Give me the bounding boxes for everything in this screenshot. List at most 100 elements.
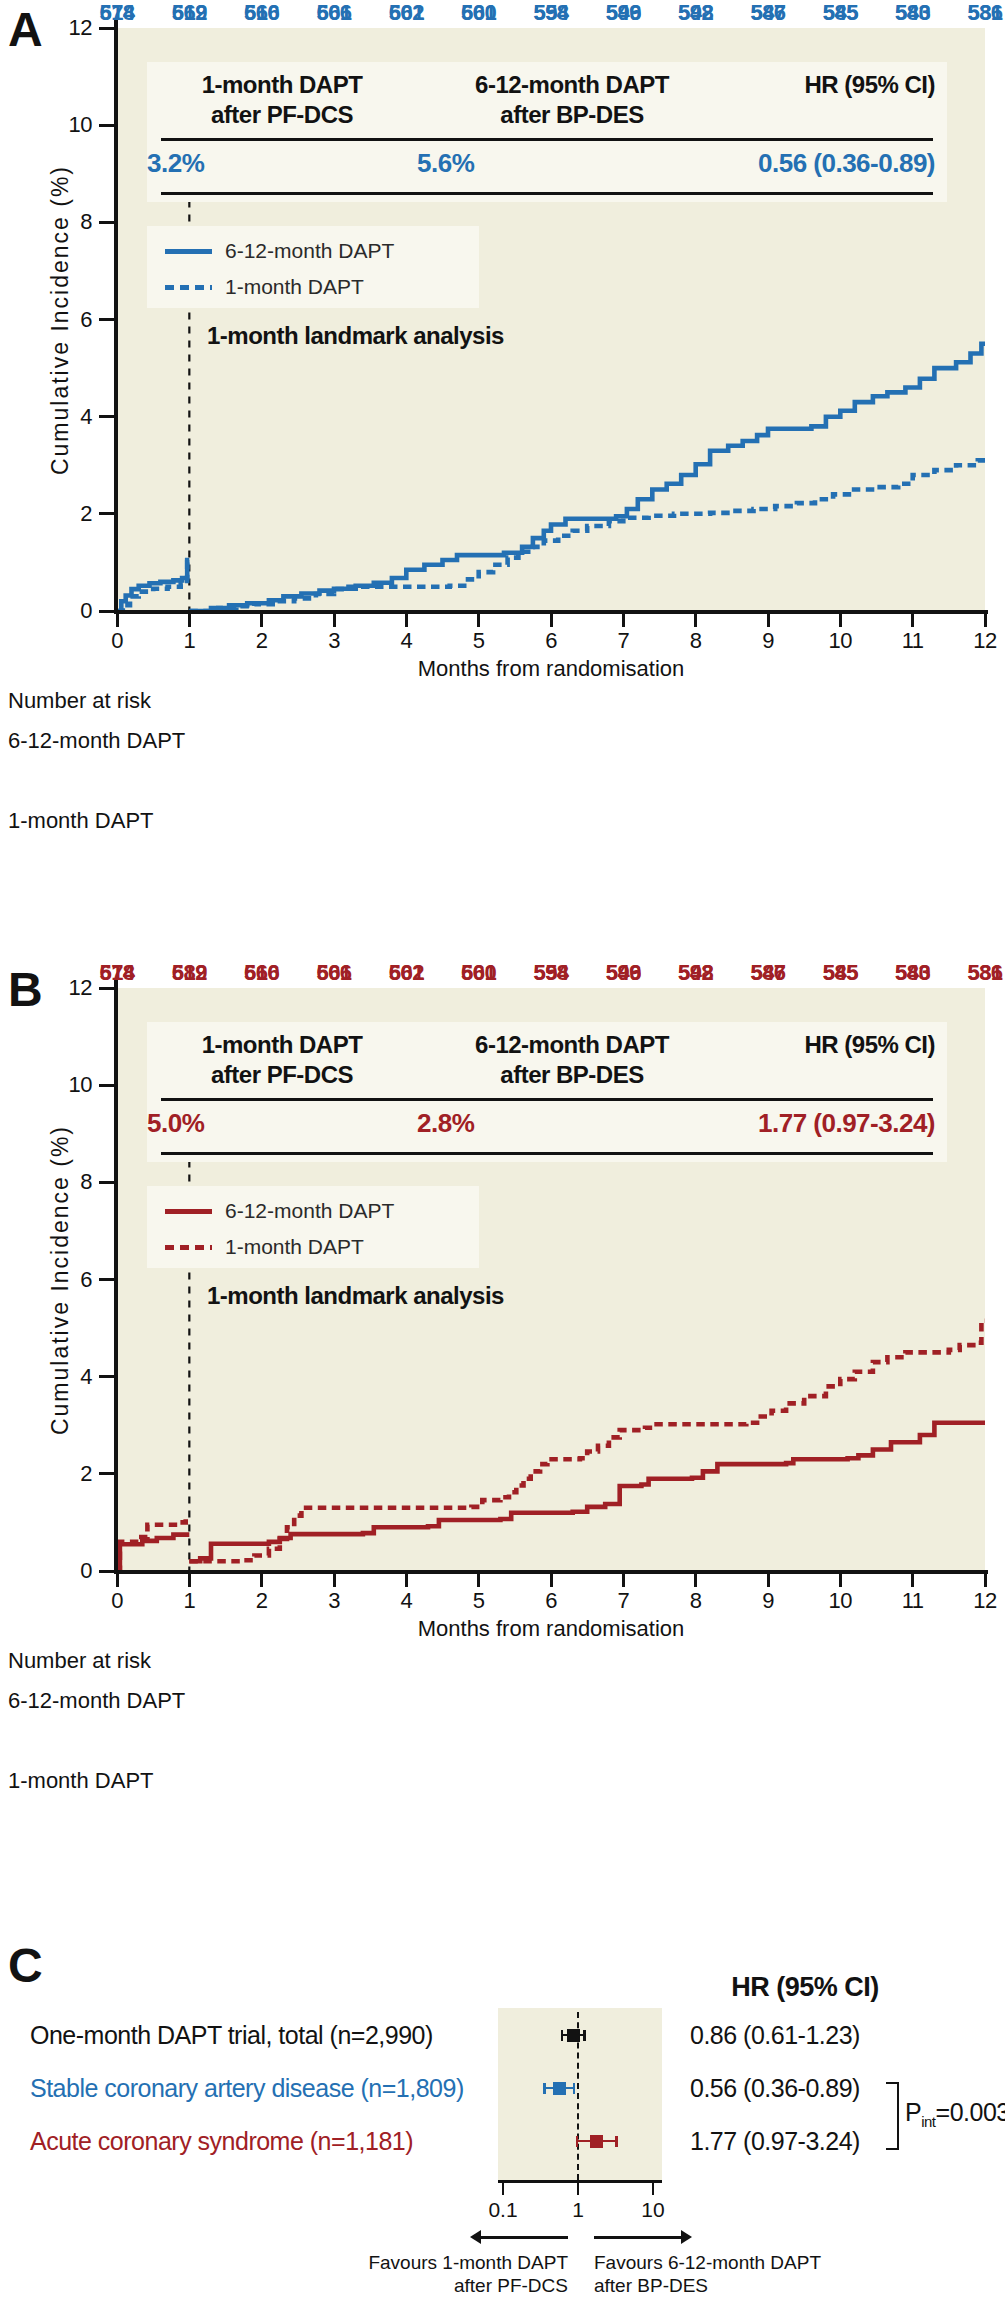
- x-tick-label: 1: [167, 628, 211, 654]
- y-tick: [99, 27, 116, 30]
- risk-value: 545: [804, 960, 876, 986]
- risk-value: 536: [949, 960, 1005, 986]
- forest-row-label: Stable coronary artery disease (n=1,809): [30, 2072, 464, 2104]
- y-tick-label: 0: [44, 598, 92, 624]
- forest-tick: [652, 2183, 655, 2195]
- legend-item-solid: 6-12-month DAPT: [165, 238, 394, 264]
- y-tick-label: 10: [44, 112, 92, 138]
- x-tick: [911, 614, 914, 627]
- y-tick-label: 0: [44, 1558, 92, 1584]
- ci-cap-high: [615, 2136, 618, 2147]
- x-tick-label: 1: [167, 1588, 211, 1614]
- legend: 6-12-month DAPT 1-month DAPT: [147, 1186, 479, 1268]
- p-interaction-value: Pint=0.003: [905, 2098, 1005, 2130]
- x-tick-label: 4: [384, 628, 428, 654]
- forest-hr-value: 1.77 (0.97-3.24): [690, 2125, 860, 2157]
- summary-col1-line2: after PF-DCS: [147, 1060, 417, 1090]
- x-tick-label: 8: [674, 1588, 718, 1614]
- x-tick: [622, 1574, 625, 1587]
- favours-left-label: Favours 1-month DAPT after PF-DCS: [368, 2251, 568, 2297]
- risk-value: 566: [226, 0, 298, 26]
- x-tick: [188, 1574, 191, 1587]
- favours-right-line1: Favours 6-12-month DAPT: [594, 2251, 821, 2274]
- x-tick: [984, 614, 987, 627]
- risk-value: 554: [515, 960, 587, 986]
- interaction-bracket: [886, 2082, 899, 2150]
- summary-col3-header: HR (95% CI): [695, 1030, 935, 1060]
- risk-row-label: 6-12-month DAPT: [8, 728, 185, 754]
- x-tick: [622, 614, 625, 627]
- risk-value: 549: [587, 0, 659, 26]
- ci-cap-high: [573, 2083, 576, 2094]
- x-tick: [333, 1574, 336, 1587]
- summary-col2-line2: after BP-DES: [417, 1060, 727, 1090]
- x-tick: [694, 1574, 697, 1587]
- x-tick-label: 10: [818, 628, 862, 654]
- x-tick-label: 0: [95, 628, 139, 654]
- x-tick: [260, 614, 263, 627]
- x-tick-label: 5: [457, 628, 501, 654]
- risk-value: 549: [587, 960, 659, 986]
- summary-value-3: 1.77 (0.97-3.24): [695, 1108, 935, 1139]
- x-axis-title: Months from randomisation: [117, 1616, 985, 1642]
- x-tick: [405, 1574, 408, 1587]
- ci-cap-low: [576, 2136, 579, 2147]
- forest-tick-label: 0.1: [481, 2198, 525, 2222]
- legend-label: 1-month DAPT: [225, 275, 364, 299]
- ci-cap-low: [561, 2030, 564, 2041]
- panel-a-letter: A: [8, 2, 41, 57]
- number-at-risk-title: Number at risk: [8, 1648, 151, 1674]
- x-tick: [550, 614, 553, 627]
- x-tick-label: 9: [746, 1588, 790, 1614]
- favours-right-line2: after BP-DES: [594, 2274, 821, 2297]
- x-tick: [839, 1574, 842, 1587]
- figure-page: A Cumulative Incidence (%) 024681012 012…: [0, 0, 1005, 2316]
- favours-left-line2: after PF-DCS: [368, 2274, 568, 2297]
- y-tick: [99, 610, 116, 613]
- km-curve-solid: [189, 1423, 985, 1562]
- x-tick-label: 3: [312, 1588, 356, 1614]
- landmark-annotation: 1-month landmark analysis: [207, 1282, 504, 1310]
- right-arrowhead-icon: [681, 2230, 692, 2244]
- risk-row-label: 1-month DAPT: [8, 1768, 154, 1794]
- y-tick: [99, 987, 116, 990]
- legend-label: 6-12-month DAPT: [225, 239, 394, 263]
- legend-item-solid: 6-12-month DAPT: [165, 1198, 394, 1224]
- left-arrowhead-icon: [470, 2230, 481, 2244]
- x-tick-label: 8: [674, 628, 718, 654]
- km-curve-dashed: [189, 460, 985, 611]
- x-tick: [333, 614, 336, 627]
- x-tick: [984, 1574, 987, 1587]
- x-tick-label: 11: [891, 628, 935, 654]
- x-tick: [550, 1574, 553, 1587]
- number-at-risk-title: Number at risk: [8, 688, 151, 714]
- forest-hr-value: 0.86 (0.61-1.23): [690, 2019, 860, 2051]
- y-tick: [99, 1084, 116, 1087]
- risk-value: 540: [877, 960, 949, 986]
- x-tick-label: 12: [963, 628, 1005, 654]
- risk-value: 547: [732, 960, 804, 986]
- x-axis-title: Months from randomisation: [117, 656, 985, 682]
- x-tick-label: 4: [384, 1588, 428, 1614]
- y-tick: [99, 1472, 116, 1475]
- x-tick-label: 9: [746, 628, 790, 654]
- forest-row-label: One-month DAPT trial, total (n=2,990): [30, 2019, 433, 2051]
- x-tick: [405, 614, 408, 627]
- summary-col2-header: 6-12-month DAPT after BP-DES: [417, 1030, 727, 1090]
- summary-value-2: 5.6%: [417, 148, 727, 179]
- x-tick-label: 6: [529, 628, 573, 654]
- favours-right-arrow: [594, 2236, 683, 2239]
- summary-col1-header: 1-month DAPT after PF-DCS: [147, 70, 417, 130]
- x-tick: [839, 614, 842, 627]
- risk-value: 574: [81, 0, 153, 26]
- risk-value: 548: [660, 960, 732, 986]
- forest-tick: [502, 2183, 505, 2195]
- y-tick: [99, 318, 116, 321]
- legend-item-dashed: 1-month DAPT: [165, 1234, 364, 1260]
- y-tick-label: 8: [44, 209, 92, 235]
- summary-value-2: 2.8%: [417, 1108, 727, 1139]
- risk-value: 548: [660, 0, 732, 26]
- risk-value: 566: [226, 960, 298, 986]
- km-curve-dashed: [189, 1321, 985, 1562]
- summary-rule-top: [161, 138, 933, 141]
